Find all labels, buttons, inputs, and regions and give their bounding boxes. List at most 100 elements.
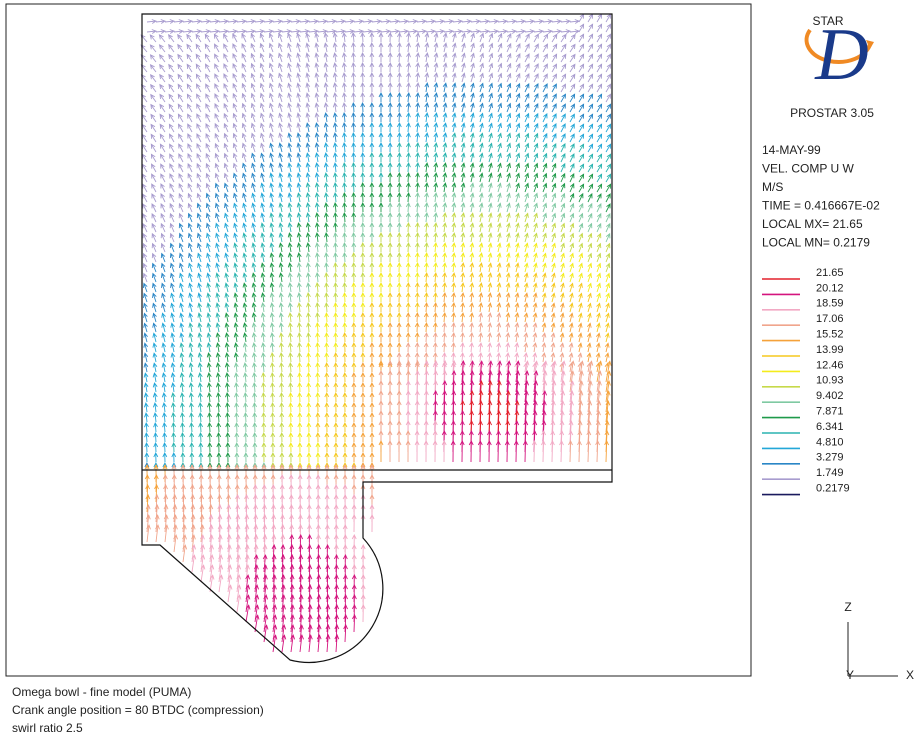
vector-arrow bbox=[278, 162, 284, 173]
vector-arrow bbox=[451, 252, 457, 263]
vector-arrow bbox=[542, 192, 548, 203]
vector-arrow bbox=[451, 82, 457, 93]
logo-top: STAR bbox=[812, 14, 843, 28]
vector-arrow bbox=[152, 402, 158, 413]
vector-arrow bbox=[269, 112, 274, 123]
vector-arrow bbox=[250, 82, 256, 93]
vector-arrow bbox=[362, 19, 374, 24]
vector-arrow bbox=[296, 152, 302, 163]
vector-arrow bbox=[405, 281, 411, 293]
vector-arrow bbox=[360, 161, 366, 173]
vector-arrow bbox=[260, 232, 266, 243]
vector-arrow bbox=[334, 633, 340, 653]
vector-arrow bbox=[242, 252, 248, 263]
vector-arrow bbox=[307, 583, 313, 603]
vector-arrow bbox=[314, 192, 320, 203]
vector-arrow bbox=[405, 341, 411, 353]
vector-arrow bbox=[314, 112, 320, 123]
vector-arrow bbox=[360, 171, 366, 183]
vector-arrow bbox=[423, 341, 429, 353]
info-line: LOCAL MX= 21.65 bbox=[762, 217, 863, 231]
vector-arrow bbox=[198, 401, 203, 413]
vector-arrow bbox=[324, 331, 330, 343]
vector-arrow bbox=[596, 53, 603, 63]
vector-arrow bbox=[524, 29, 536, 34]
vector-arrow bbox=[488, 42, 494, 53]
vector-arrow bbox=[387, 439, 393, 462]
vector-arrow bbox=[296, 192, 302, 203]
vector-arrow bbox=[317, 19, 329, 24]
vector-arrow bbox=[533, 212, 538, 223]
vector-arrow bbox=[342, 131, 347, 143]
vector-arrow bbox=[288, 421, 294, 433]
vector-arrow bbox=[478, 252, 484, 263]
vector-arrow bbox=[560, 182, 566, 193]
vector-arrow bbox=[233, 212, 238, 223]
vector-arrow bbox=[415, 52, 421, 63]
vector-arrow bbox=[315, 421, 321, 433]
vector-arrow bbox=[369, 41, 375, 53]
vector-arrow bbox=[452, 19, 464, 24]
vector-arrow bbox=[167, 33, 175, 43]
vector-arrow bbox=[196, 192, 202, 203]
vector-arrow bbox=[424, 122, 430, 133]
vector-arrow bbox=[170, 392, 176, 403]
vector-arrow bbox=[596, 73, 603, 83]
vector-arrow bbox=[478, 302, 484, 313]
vector-arrow bbox=[595, 439, 601, 463]
vector-arrow bbox=[224, 262, 230, 273]
vector-arrow bbox=[505, 232, 511, 243]
vector-arrow bbox=[149, 44, 157, 53]
vector-arrow bbox=[179, 292, 184, 303]
vector-arrow bbox=[470, 52, 475, 63]
vector-arrow bbox=[587, 262, 593, 273]
vector-arrow bbox=[206, 292, 212, 303]
vector-arrow bbox=[308, 29, 320, 34]
vector-arrow bbox=[605, 133, 612, 143]
vector-arrow bbox=[596, 63, 603, 73]
vector-arrow bbox=[153, 473, 159, 493]
vector-arrow bbox=[560, 63, 567, 73]
vector-arrow bbox=[569, 242, 575, 253]
vector-arrow bbox=[406, 111, 411, 123]
vector-arrow bbox=[369, 291, 375, 303]
vector-arrow bbox=[533, 222, 538, 233]
vector-arrow bbox=[605, 252, 611, 263]
vector-arrow bbox=[524, 212, 529, 223]
vector-arrow bbox=[143, 332, 148, 343]
vector-arrow bbox=[542, 19, 554, 24]
vector-arrow bbox=[269, 272, 275, 283]
vector-arrow bbox=[333, 181, 338, 193]
vector-arrow bbox=[406, 41, 411, 53]
vector-arrow bbox=[223, 53, 229, 63]
vector-arrow bbox=[215, 262, 220, 273]
vector-arrow bbox=[451, 162, 457, 173]
vector-arrow bbox=[387, 271, 393, 283]
vector-arrow bbox=[405, 201, 411, 213]
vector-arrow bbox=[324, 441, 330, 453]
vector-arrow bbox=[305, 242, 311, 253]
vector-arrow bbox=[351, 371, 357, 383]
vector-arrow bbox=[223, 92, 229, 103]
vector-arrow bbox=[487, 272, 493, 283]
vector-arrow bbox=[315, 321, 320, 333]
vector-arrow bbox=[569, 370, 575, 393]
vector-arrow bbox=[161, 292, 166, 303]
vector-arrow bbox=[162, 431, 168, 443]
vector-arrow bbox=[159, 73, 166, 83]
vector-arrow bbox=[305, 202, 311, 213]
vector-arrow bbox=[332, 142, 338, 153]
vector-arrow bbox=[170, 352, 176, 363]
vector-arrow bbox=[254, 584, 260, 603]
vector-arrow bbox=[268, 42, 274, 53]
vector-arrow bbox=[177, 123, 184, 133]
vector-arrow bbox=[371, 19, 383, 24]
vector-arrow bbox=[434, 29, 446, 34]
vector-arrow bbox=[470, 112, 475, 123]
vector-arrow bbox=[154, 514, 160, 533]
vector-arrow bbox=[524, 112, 530, 123]
vector-arrow bbox=[496, 292, 502, 303]
vector-arrow bbox=[506, 142, 511, 153]
vector-arrow bbox=[209, 544, 214, 563]
vector-arrow bbox=[287, 242, 293, 253]
